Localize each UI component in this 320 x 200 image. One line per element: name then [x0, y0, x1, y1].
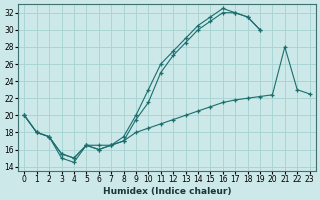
X-axis label: Humidex (Indice chaleur): Humidex (Indice chaleur): [103, 187, 231, 196]
